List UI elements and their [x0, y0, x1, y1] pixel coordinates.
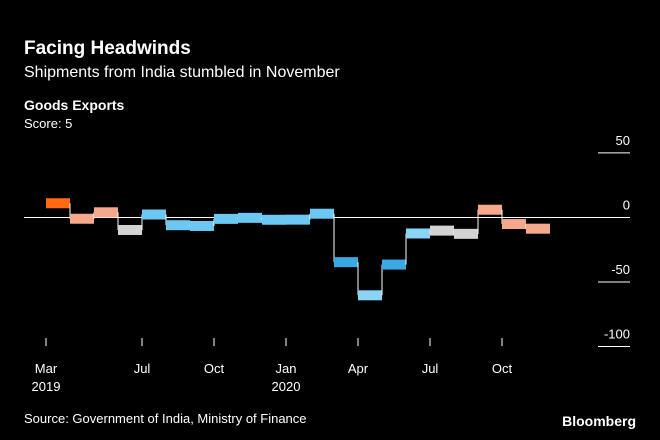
x-tick-label: Jul [422, 361, 439, 376]
x-tick-label: Jan [276, 361, 297, 376]
score-label: Score: 5 [24, 116, 72, 131]
step-segment [430, 225, 454, 236]
step-segment [334, 257, 358, 268]
x-tick-label: Oct [492, 361, 513, 376]
y-tick-label: 50 [616, 133, 630, 148]
step-segment [46, 198, 70, 209]
x-tick-label: Mar [35, 361, 58, 376]
chart-title: Facing Headwinds [24, 38, 191, 59]
source: Source: Government of India, Ministry of… [24, 411, 307, 426]
step-segment [118, 224, 142, 235]
x-tick-label: Jul [134, 361, 151, 376]
step-segment [262, 214, 286, 225]
step-segment [358, 290, 382, 301]
x-year-label: 2019 [32, 379, 61, 394]
step-segment [382, 259, 406, 270]
step-segment [190, 220, 214, 231]
step-segment [70, 213, 94, 224]
step-segment [478, 204, 502, 215]
step-segment [454, 228, 478, 239]
x-tick-label: Apr [348, 361, 369, 376]
chart-subtitle: Shipments from India stumbled in Novembe… [24, 64, 340, 81]
step-segment [166, 220, 190, 231]
y-tick-label: -50 [611, 262, 630, 277]
step-segment [142, 209, 166, 220]
step-segment [502, 219, 526, 230]
step-segment [214, 213, 238, 224]
x-year-label: 2020 [272, 379, 301, 394]
step-segment [286, 214, 310, 225]
brand: Bloomberg [562, 413, 636, 429]
x-tick-label: Oct [204, 361, 225, 376]
step-segment [406, 228, 430, 239]
step-segment [310, 208, 334, 219]
step-segment [94, 207, 118, 218]
series-label: Goods Exports [24, 97, 125, 113]
step-segment [238, 212, 262, 223]
y-tick-label: 0 [623, 197, 630, 212]
step-segment [526, 223, 550, 234]
y-tick-label: -100 [604, 327, 630, 342]
